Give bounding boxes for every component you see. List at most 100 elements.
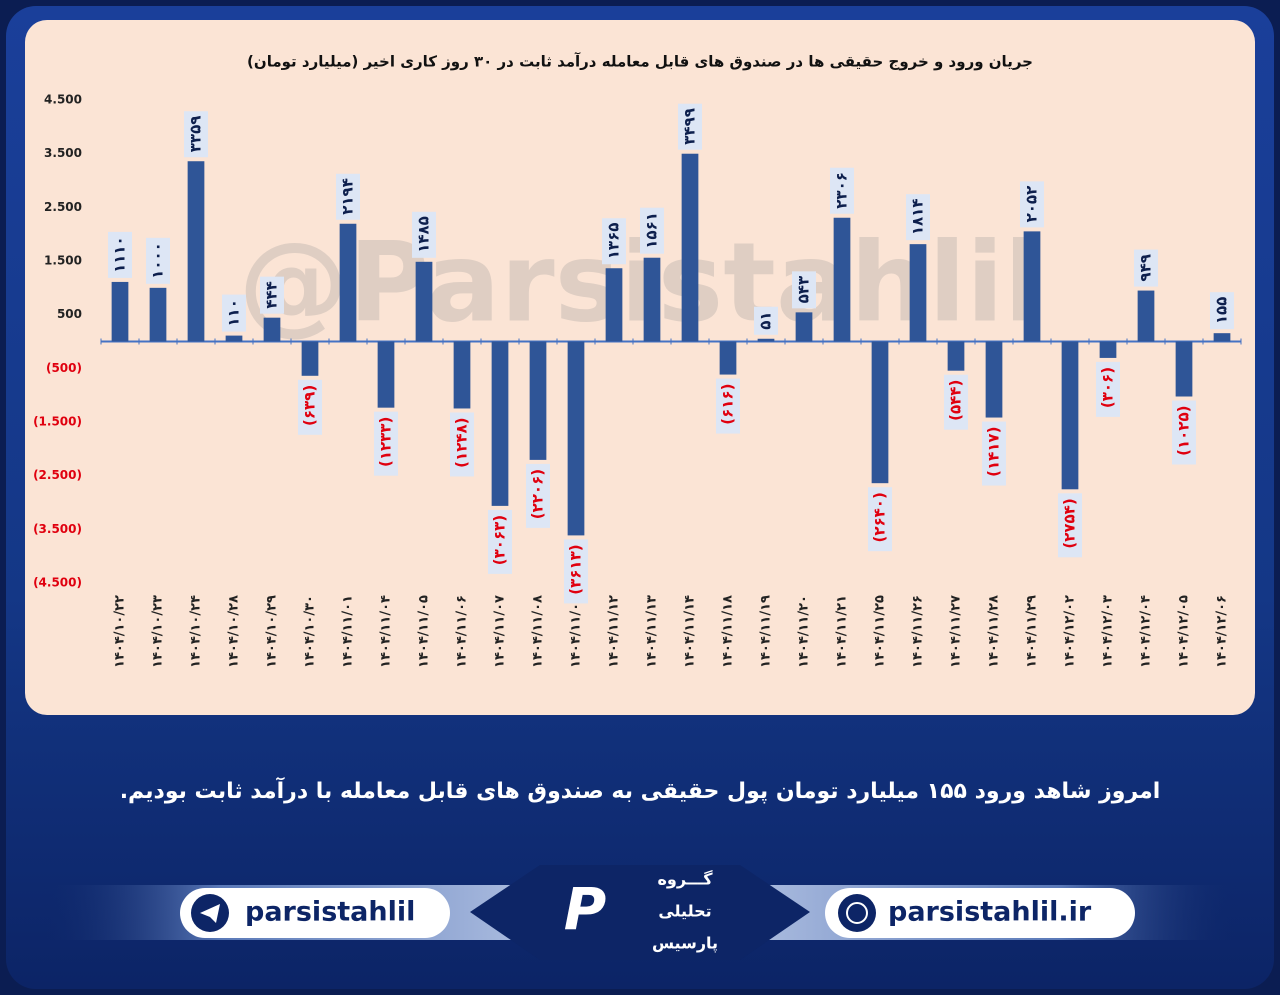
x-tick-label: ۱۴۰۴/۱۰/۲۹ xyxy=(265,595,280,668)
value-label: ۱۵۵ xyxy=(1213,297,1231,324)
y-tick-label: 2.500 xyxy=(44,200,82,214)
bar xyxy=(1137,290,1155,342)
value-label-box xyxy=(982,421,1006,486)
value-label-box xyxy=(412,211,436,258)
value-label: ۱۱۰ xyxy=(225,299,243,326)
bar xyxy=(909,244,927,342)
value-label: ۱۵۶۱ xyxy=(643,212,661,249)
value-label: (۲۷۵۴) xyxy=(1061,498,1079,548)
y-tick-label: (500) xyxy=(46,361,82,375)
value-label-box xyxy=(754,306,778,335)
value-label-box xyxy=(1020,181,1044,228)
bar xyxy=(187,161,205,342)
value-label: (۶۳۹) xyxy=(301,385,319,426)
telegram-handle[interactable]: parsistahlil xyxy=(245,897,415,928)
value-label: (۲۲۰۶) xyxy=(529,469,547,519)
bar xyxy=(985,341,1003,418)
value-label-box xyxy=(1096,361,1120,417)
bar xyxy=(833,217,851,342)
bar xyxy=(1023,231,1041,342)
x-tick-label: ۱۴۰۴/۱۲/۰۵ xyxy=(1177,595,1192,668)
x-tick-label: ۱۴۰۴/۱۱/۲۷ xyxy=(949,595,964,668)
value-label-box xyxy=(678,103,702,150)
value-label-box xyxy=(298,379,322,435)
value-label: ۴۴۴ xyxy=(263,281,281,308)
value-label: ۵۱ xyxy=(757,311,775,329)
x-tick-label: ۱۴۰۴/۱۲/۰۳ xyxy=(1101,595,1116,668)
bar xyxy=(453,341,471,409)
x-tick-label: ۱۴۰۴/۱۱/۱۹ xyxy=(759,595,774,668)
x-tick-label: ۱۴۰۴/۱۱/۰۱ xyxy=(341,595,356,668)
bar xyxy=(225,335,243,342)
value-label: (۳۰۶) xyxy=(1099,367,1117,408)
x-tick-label: ۱۴۰۴/۱۲/۰۲ xyxy=(1063,595,1078,668)
y-tick-label: (4.500) xyxy=(33,576,82,590)
value-label-box xyxy=(1134,249,1158,287)
value-label-box xyxy=(640,207,664,254)
bar xyxy=(947,341,965,371)
x-tick-label: ۱۴۰۴/۱۰/۲۸ xyxy=(227,595,242,668)
telegram-pill[interactable] xyxy=(180,888,450,938)
value-label: (۳۰۶۳) xyxy=(491,515,509,565)
bar xyxy=(301,341,319,376)
value-label-box xyxy=(450,412,474,477)
website-pill[interactable] xyxy=(825,888,1135,938)
chart-title: جریان ورود و خروج حقیقی ها در صندوق های … xyxy=(247,53,1033,71)
value-label-box xyxy=(716,378,740,434)
bar xyxy=(149,287,167,342)
value-label: ۲۱۹۴ xyxy=(339,178,357,215)
x-tick-label: ۱۴۰۴/۱۰/۲۳ xyxy=(151,595,166,668)
value-label: (۵۴۴) xyxy=(947,380,965,421)
x-tick-label: ۱۴۰۴/۱۱/۲۰ xyxy=(797,595,812,668)
x-tick-label: ۱۴۰۴/۱۱/۰۹ xyxy=(569,595,584,668)
bar xyxy=(1061,341,1079,490)
x-tick-label: ۱۴۰۴/۱۰/۲۴ xyxy=(189,595,204,668)
value-label: ۵۴۳ xyxy=(795,276,813,303)
value-label-box xyxy=(1172,400,1196,465)
value-label-box xyxy=(488,509,512,574)
value-label: (۱۲۳۳) xyxy=(377,417,395,467)
value-label-box xyxy=(792,271,816,309)
x-tick-label: ۱۴۰۴/۱۱/۰۸ xyxy=(531,595,546,668)
value-label-box xyxy=(336,173,360,220)
x-tick-label: ۱۴۰۴/۱۱/۰۴ xyxy=(379,595,394,668)
bar xyxy=(795,312,813,342)
logo-line: گـــروه xyxy=(657,870,713,889)
value-label: (۱۰۲۵) xyxy=(1175,406,1193,456)
value-label: ۹۴۹ xyxy=(1137,254,1155,281)
caption: امروز شاهد ورود ۱۵۵ میلیارد تومان پول حق… xyxy=(120,776,1161,804)
logo-plate xyxy=(470,865,810,960)
website[interactable]: parsistahlil.ir xyxy=(888,897,1092,928)
bar xyxy=(1213,333,1231,342)
bar xyxy=(719,341,737,375)
value-label: ۲۳۰۶ xyxy=(833,172,851,209)
bar xyxy=(681,153,699,342)
x-tick-label: ۱۴۰۴/۱۱/۲۱ xyxy=(835,595,850,668)
x-tick-label: ۱۴۰۴/۱۱/۰۷ xyxy=(493,595,508,668)
value-label: ۳۴۹۹ xyxy=(681,108,699,145)
value-label-box xyxy=(184,111,208,158)
x-tick-label: ۱۴۰۴/۱۱/۱۳ xyxy=(645,595,660,668)
x-tick-label: ۱۴۰۴/۱۱/۱۴ xyxy=(683,595,698,668)
y-tick-label: (1.500) xyxy=(33,415,82,429)
bar xyxy=(567,341,585,536)
x-tick-label: ۱۴۰۴/۱۱/۰۵ xyxy=(417,595,432,668)
bar xyxy=(643,257,661,342)
bar xyxy=(605,268,623,342)
value-label: (۱۴۱۷) xyxy=(985,427,1003,477)
bar xyxy=(339,223,357,342)
y-tick-label: 4.500 xyxy=(44,93,82,107)
value-label: ۱۴۸۵ xyxy=(415,216,433,253)
bar xyxy=(111,281,129,342)
telegram-glyph xyxy=(200,904,220,923)
value-label-box xyxy=(108,231,132,278)
x-tick-label: ۱۴۰۴/۱۱/۲۵ xyxy=(873,595,888,668)
x-tick-label: ۱۴۰۴/۱۱/۲۸ xyxy=(987,595,1002,668)
globe-glyph xyxy=(846,902,868,924)
value-label-box xyxy=(602,218,626,265)
value-label: (۶۱۶) xyxy=(719,384,737,425)
bar xyxy=(1175,341,1193,397)
plot: 4.500 3.500 2.500 1.500 500 (500) (1.500) (2.50… xyxy=(33,93,1242,668)
